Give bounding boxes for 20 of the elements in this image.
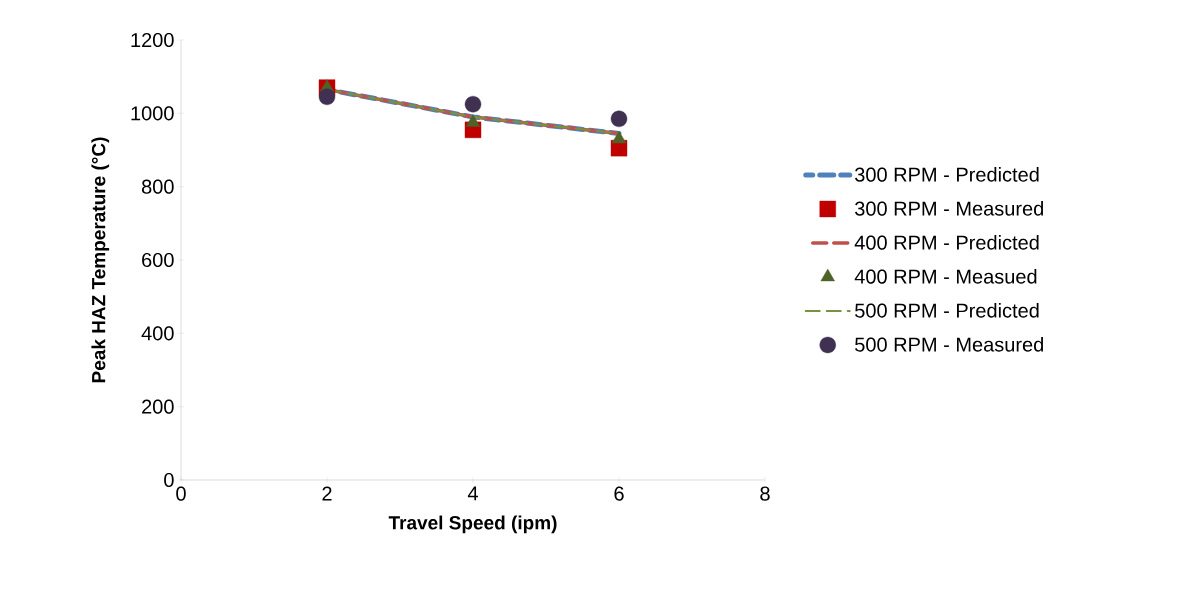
x-tick-label: 2 <box>322 486 332 501</box>
legend-label: 300 RPM - Measured <box>855 201 1043 216</box>
y-tick-label: 800 <box>141 179 174 194</box>
legend-label: 400 RPM - Predicted <box>854 235 1039 250</box>
y-axis-title: Peak HAZ Temperature (°C) <box>91 137 110 383</box>
y-tick-label: 1000 <box>131 106 174 121</box>
x-tick-label: 8 <box>760 486 770 501</box>
y-tick-label: 400 <box>141 326 174 341</box>
y-tick-label: 600 <box>142 252 174 268</box>
legend-label: 400 RPM - Measued <box>854 269 1037 284</box>
legend-label: 300 RPM - Predicted <box>855 167 1039 182</box>
x-axis-title: Travel Speed (ipm) <box>388 515 557 534</box>
x-tick-label: 6 <box>614 486 624 501</box>
y-tick-label: 0 <box>164 472 174 488</box>
x-tick-label: 0 <box>176 486 186 501</box>
x-tick-label: 4 <box>467 486 478 501</box>
y-tick-label: 1200 <box>131 32 174 48</box>
legend-label: 500 RPM - Predicted <box>855 302 1039 318</box>
legend-label: 500 RPM - Measured <box>855 336 1043 352</box>
y-tick-label: 200 <box>142 399 174 414</box>
